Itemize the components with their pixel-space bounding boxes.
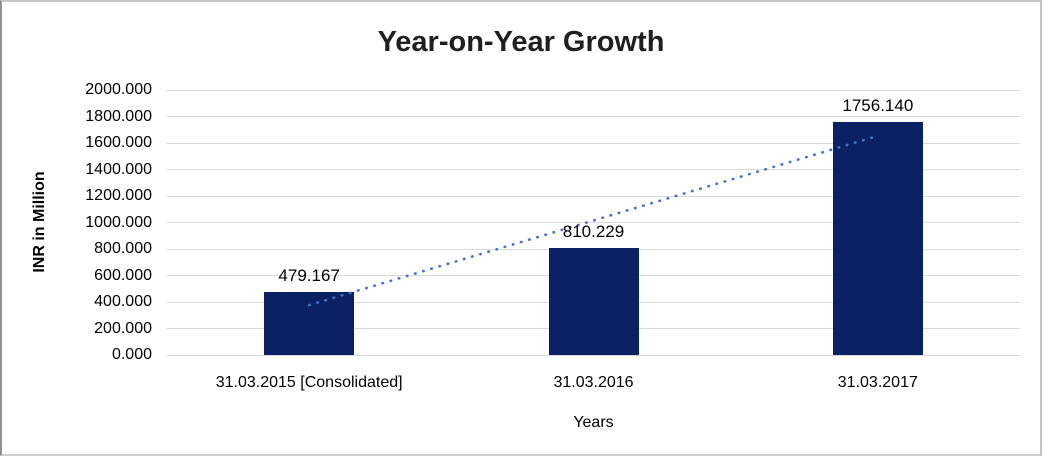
bar-1 [264,291,355,355]
y-tick-label: 1000.000 [85,213,152,231]
data-label-2: 810.229 [562,221,625,241]
data-label-3: 1756.140 [842,96,914,116]
y-tick-label: 1200.000 [85,187,152,204]
y-tick-label: 2000.000 [85,81,152,98]
y-tick-label: 200.000 [94,319,152,337]
gridline [167,116,1020,117]
chart-title: Year-on-Year Growth [377,26,665,58]
y-tick-label: 800.000 [94,240,152,257]
gridline [167,354,1020,356]
gridline [167,89,1020,91]
category-label-3: 31.03.2017 [837,374,918,391]
bar-3 [832,122,923,355]
y-tick-label: 1400.000 [85,160,152,178]
bar-2 [548,247,639,355]
y-tick-label: 0.000 [111,346,152,363]
y-tick-label: 600.000 [94,266,152,284]
category-label-2: 31.03.2016 [553,374,634,391]
y-tick-label: 1600.000 [85,134,152,151]
category-label-1: 31.03.2015 [Consolidated] [215,374,403,391]
data-label-1: 479.167 [278,265,340,285]
y-tick-label: 1800.000 [85,107,152,125]
x-axis-title: Years [573,414,614,431]
y-tick-label: 400.000 [94,293,152,310]
